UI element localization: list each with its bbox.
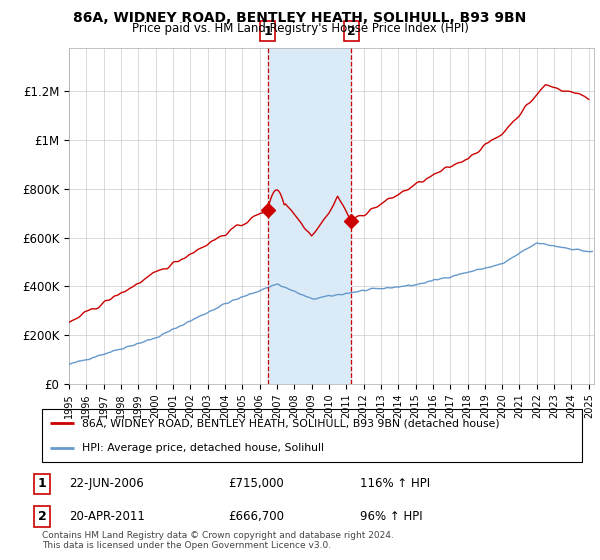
Text: £666,700: £666,700	[228, 510, 284, 523]
Text: 22-JUN-2006: 22-JUN-2006	[69, 477, 144, 491]
Text: 2: 2	[38, 510, 46, 523]
Text: HPI: Average price, detached house, Solihull: HPI: Average price, detached house, Soli…	[83, 442, 325, 452]
Text: 86A, WIDNEY ROAD, BENTLEY HEATH, SOLIHULL, B93 9BN (detached house): 86A, WIDNEY ROAD, BENTLEY HEATH, SOLIHUL…	[83, 418, 500, 428]
Text: 1: 1	[38, 477, 46, 491]
Bar	[268, 48, 352, 384]
Text: 20-APR-2011: 20-APR-2011	[69, 510, 145, 523]
Text: 2: 2	[347, 25, 356, 38]
Text: Price paid vs. HM Land Registry's House Price Index (HPI): Price paid vs. HM Land Registry's House …	[131, 22, 469, 35]
Text: 1: 1	[263, 25, 272, 38]
Text: £715,000: £715,000	[228, 477, 284, 491]
Text: 96% ↑ HPI: 96% ↑ HPI	[360, 510, 422, 523]
Text: 86A, WIDNEY ROAD, BENTLEY HEATH, SOLIHULL, B93 9BN: 86A, WIDNEY ROAD, BENTLEY HEATH, SOLIHUL…	[73, 11, 527, 25]
Text: 116% ↑ HPI: 116% ↑ HPI	[360, 477, 430, 491]
Text: Contains HM Land Registry data © Crown copyright and database right 2024.
This d: Contains HM Land Registry data © Crown c…	[42, 530, 394, 550]
